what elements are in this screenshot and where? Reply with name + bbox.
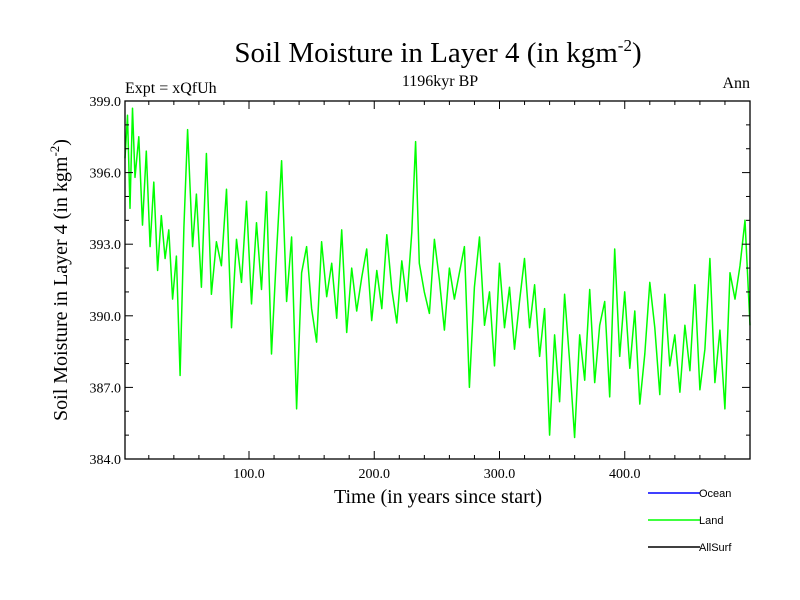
y-axis-label-main: Soil Moisture in Layer 4 (in kgm [50, 156, 72, 421]
y-axis-label-close: ) [50, 139, 72, 146]
x-tick-label: 300.0 [484, 467, 516, 482]
chart-title-close: ) [632, 37, 642, 69]
y-tick-label: 390.0 [90, 310, 122, 325]
legend-label-allsurf: AllSurf [699, 542, 732, 554]
y-tick-label: 384.0 [90, 453, 122, 468]
season-label: Ann [722, 75, 750, 92]
series-layer [124, 107, 751, 439]
x-axis-label: Time (in years since start) [334, 486, 542, 508]
x-tick-label: 100.0 [233, 467, 265, 482]
chart-title: Soil Moisture in Layer 4 (in kgm-2) [234, 36, 641, 69]
legend-label-ocean: Ocean [699, 488, 731, 500]
experiment-label: Expt = xQfUh [125, 80, 217, 97]
y-tick-label: 393.0 [90, 238, 122, 253]
chart-title-sup: -2 [618, 36, 632, 55]
x-tick-label: 400.0 [609, 467, 641, 482]
legend: Ocean Land AllSurf [648, 488, 732, 554]
y-tick-label: 396.0 [90, 167, 122, 182]
y-axis-label-sup: -2 [47, 146, 62, 157]
y-tick-label: 399.0 [90, 95, 122, 110]
x-tick-label: 200.0 [358, 467, 390, 482]
legend-label-land: Land [699, 515, 723, 527]
chart-title-main: Soil Moisture in Layer 4 (in kgm [234, 37, 618, 69]
chart-subtitle: 1196kyr BP [402, 73, 478, 90]
tick-layer: 100.0 200.0 300.0 400.0 384.0 387.0 390.0 393.0… [90, 95, 750, 482]
y-tick-label: 387.0 [90, 381, 122, 396]
y-axis-label: Soil Moisture in Layer 4 (in kgm-2) [47, 139, 72, 421]
series-line-land [124, 107, 751, 439]
plot-frame [124, 100, 751, 460]
